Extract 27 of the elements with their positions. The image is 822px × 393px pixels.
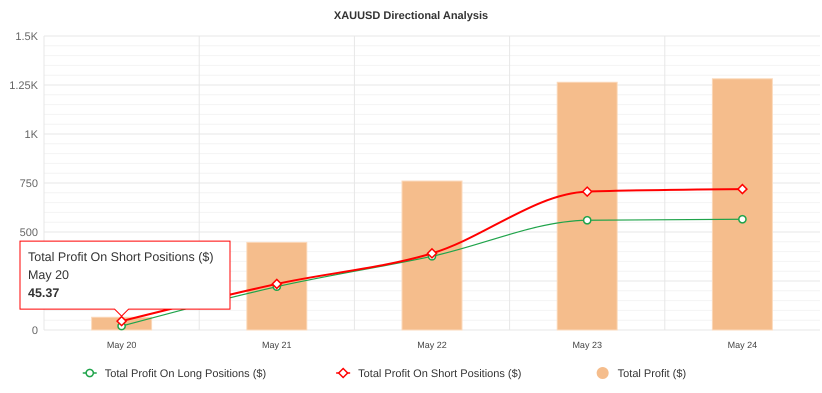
x-tick-label: May 24: [728, 340, 758, 350]
point: [272, 278, 282, 290]
x-tick-label: May 23: [572, 340, 602, 350]
chart-title: XAUUSD Directional Analysis: [334, 10, 488, 22]
bar: [402, 180, 462, 330]
y-tick-label: 0: [32, 324, 38, 337]
point: [426, 248, 438, 259]
legend-label: Total Profit ($): [618, 368, 686, 380]
bar: [246, 242, 308, 330]
point: [582, 216, 592, 225]
y-tick-label: 1.25K: [9, 80, 39, 92]
bar: [556, 82, 618, 330]
y-tick-label: 1.5K: [15, 30, 39, 43]
point: [738, 214, 747, 224]
legend-label: Total Profit On Short Positions ($): [358, 368, 522, 380]
point: [582, 186, 592, 197]
x-tick-label: May 20: [106, 340, 136, 350]
x-tick-label: May 22: [417, 340, 447, 350]
x-tick-label: May 21: [262, 340, 292, 350]
point: [116, 316, 127, 326]
legend-label: Total Profit On Long Positions ($): [104, 368, 266, 380]
y-tick-label: 1K: [24, 128, 39, 141]
point: [737, 184, 748, 194]
bar: [712, 78, 773, 330]
y-tick-label: 750: [20, 178, 38, 190]
y-tick-label: 500: [20, 226, 38, 239]
annotation: Total Profit On Short Positions ($) May 20 45.37: [28, 250, 214, 300]
